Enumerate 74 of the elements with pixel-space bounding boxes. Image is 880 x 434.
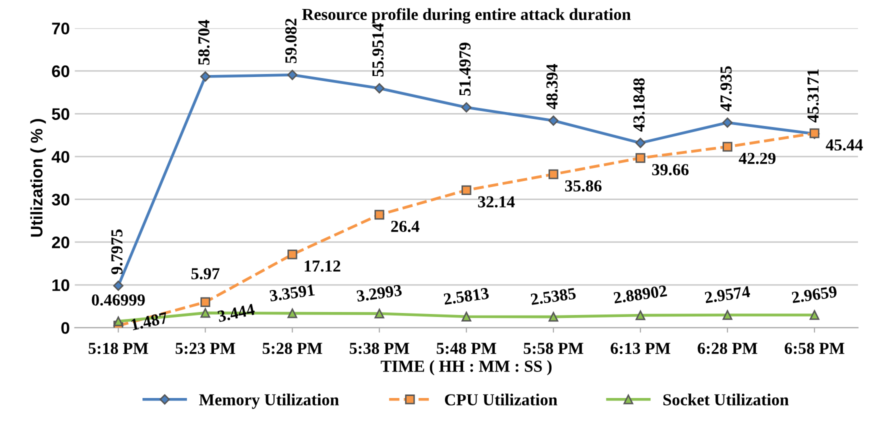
point — [548, 312, 558, 322]
data-label: 35.86 — [565, 180, 602, 192]
x-tick-label: 5:38 PM — [350, 342, 410, 354]
data-label: 45.3171 — [807, 69, 819, 122]
data-label: 48.394 — [546, 64, 558, 110]
data-label: 26.4 — [391, 220, 420, 232]
y-tick-label: 30 — [52, 194, 70, 206]
y-tick-label: 60 — [52, 65, 70, 78]
point — [374, 210, 384, 220]
legend-label: Memory Utilization — [199, 394, 339, 409]
x-tick-label: 5:28 PM — [262, 342, 322, 354]
x-tick-label: 5:18 PM — [88, 342, 148, 354]
x-axis-title: TIME ( HH : MM : SS ) — [380, 360, 552, 376]
point — [462, 312, 472, 322]
x-tick-label: 6:13 PM — [610, 342, 670, 354]
point — [548, 169, 558, 180]
data-label: 59.082 — [285, 18, 297, 64]
y-tick-label: 50 — [52, 108, 70, 120]
point — [287, 308, 298, 318]
data-label: 2.9574 — [704, 286, 750, 304]
y-tick-label: 0 — [61, 322, 70, 334]
data-label: 1.487 — [130, 312, 168, 330]
data-label: 58.704 — [198, 20, 210, 65]
data-label: 55.9514 — [372, 23, 384, 77]
data-label: 3.3591 — [269, 284, 315, 302]
legend-label: Socket Utilization — [663, 394, 789, 406]
data-label: 2.9659 — [792, 286, 838, 304]
x-tick-label: 5:58 PM — [524, 342, 584, 354]
data-label: 5.97 — [191, 268, 220, 280]
data-label: 2.5813 — [443, 288, 490, 305]
data-label: 47.935 — [720, 66, 732, 112]
point — [810, 310, 820, 320]
data-label: 17.12 — [304, 260, 340, 272]
x-tick-label: 5:48 PM — [436, 342, 496, 354]
x-tick-label: 6:28 PM — [698, 342, 758, 354]
data-label: 2.88902 — [613, 285, 668, 304]
x-tick-label: 6:58 PM — [784, 342, 844, 354]
data-label: 51.4979 — [459, 42, 471, 96]
point — [722, 117, 733, 128]
y-tick-label: 10 — [52, 279, 70, 292]
point — [200, 71, 210, 82]
point — [374, 83, 384, 94]
x-tick-label: 5:23 PM — [176, 342, 236, 354]
data-label: 43.1848 — [633, 78, 645, 132]
y-tick-label: 20 — [52, 236, 70, 248]
point — [113, 280, 124, 291]
y-axis-title: Utilization ( % ) — [30, 119, 46, 237]
point — [635, 138, 646, 148]
point — [374, 308, 384, 318]
data-label: 3.2993 — [356, 284, 402, 302]
point — [722, 142, 732, 152]
point — [636, 153, 646, 163]
y-tick-label: 70 — [52, 22, 70, 34]
data-label: 42.29 — [738, 152, 776, 164]
point — [113, 316, 124, 326]
data-label: 0.46999 — [92, 294, 145, 306]
point — [287, 70, 298, 80]
data-label: 32.14 — [478, 196, 515, 208]
data-label: 9.7975 — [111, 229, 123, 274]
data-label: 3.444 — [217, 304, 256, 322]
point — [200, 308, 210, 318]
point — [462, 185, 472, 196]
point — [200, 297, 210, 307]
data-label: 2.5385 — [530, 288, 576, 306]
point — [461, 102, 472, 112]
data-label: 39.66 — [652, 164, 689, 176]
chart-title: Resource profile during entire attack duration — [302, 8, 631, 24]
point — [722, 310, 732, 320]
point — [636, 310, 646, 320]
point — [287, 250, 298, 260]
legend-label: CPU Utilization — [444, 394, 558, 406]
data-label: 45.44 — [826, 139, 863, 151]
y-tick-label: 40 — [52, 150, 70, 163]
point — [548, 116, 559, 126]
